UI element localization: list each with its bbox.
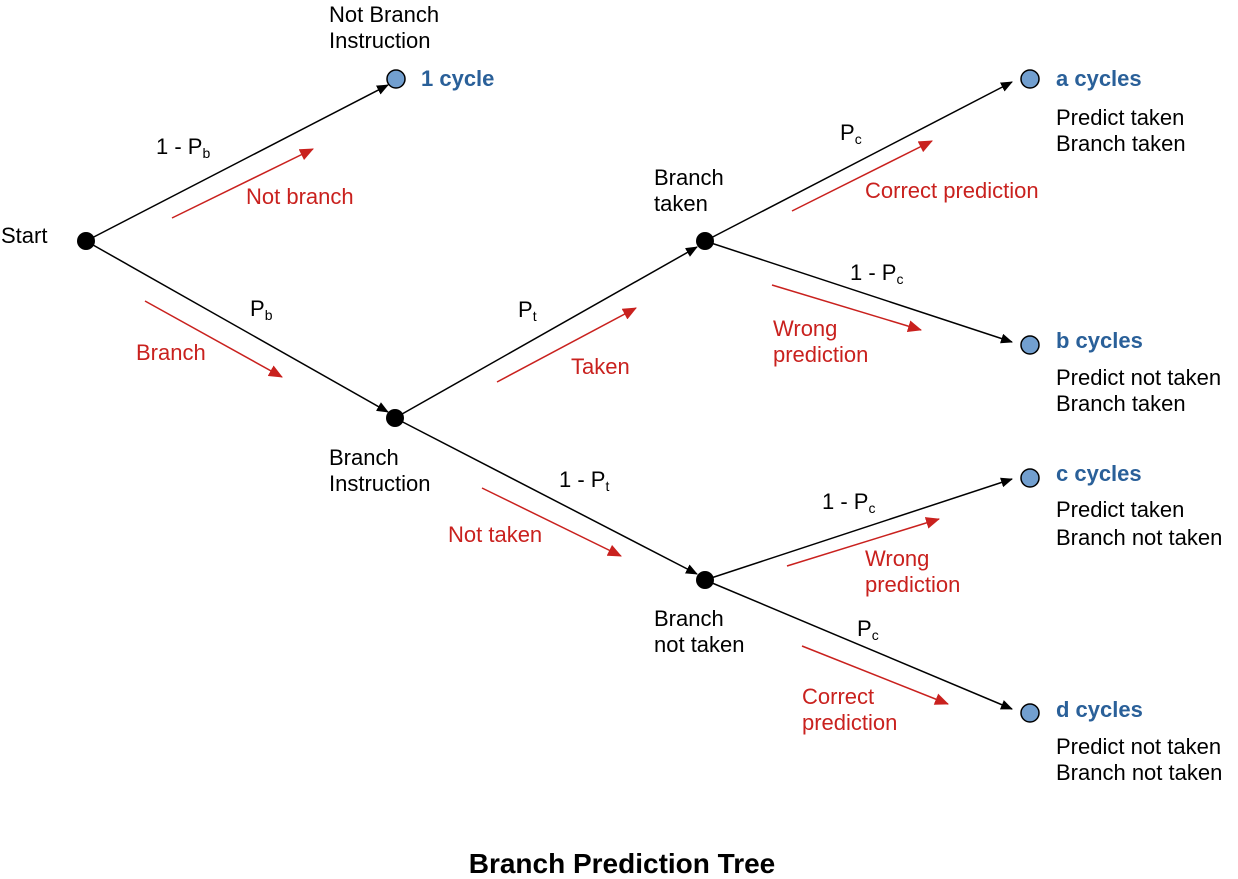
outcome-b-line2: Branch taken	[1056, 391, 1186, 416]
prob-1-minus-pc-c: 1 - Pc	[822, 489, 875, 516]
node-branch-instruction	[386, 409, 404, 427]
outcome-c-line2: Branch not taken	[1056, 525, 1222, 550]
prob-pt: Pt	[518, 297, 537, 324]
outcome-a-line2: Branch taken	[1056, 131, 1186, 156]
flow-label-not-branch: Not branch	[246, 184, 354, 209]
flow-arrow-taken	[496, 307, 637, 383]
branch-not-taken-label-line2: not taken	[654, 632, 745, 657]
edge-taken-to-b	[704, 240, 1013, 344]
leaf-a-cycles	[1020, 69, 1040, 89]
start-label: Start	[1, 223, 47, 248]
prob-1-minus-pt: 1 - Pt	[559, 467, 609, 494]
flow-label-correct-d-line2: prediction	[802, 710, 897, 735]
branch-taken-label-line2: taken	[654, 191, 708, 216]
outcome-a-line1: Predict taken	[1056, 105, 1184, 130]
edge-branch-instruction-to-taken	[394, 246, 698, 419]
leaf-d-cycles	[1020, 703, 1040, 723]
branch-not-taken-label-line1: Branch	[654, 606, 724, 631]
edge-start-to-not-branch	[85, 84, 389, 242]
flow-label-correct-prediction-a: Correct prediction	[865, 178, 1039, 203]
flow-label-correct-d-line1: Correct	[802, 684, 874, 709]
outcome-b-cycles: b cycles	[1056, 328, 1143, 353]
outcome-b-line1: Predict not taken	[1056, 365, 1221, 390]
leaf-c-cycles	[1020, 468, 1040, 488]
node-branch-not-taken	[696, 571, 714, 589]
branch-instruction-label-line1: Branch	[329, 445, 399, 470]
leaf-1-cycle	[386, 69, 406, 89]
outcome-c-line1: Predict taken	[1056, 497, 1184, 522]
prob-pc-d: Pc	[857, 616, 879, 643]
flow-arrow-correct-prediction-a	[791, 140, 933, 212]
flow-arrow-wrong-prediction-b	[771, 284, 922, 332]
prob-1-minus-pc-b: 1 - Pc	[850, 260, 903, 287]
flow-arrow-not-taken	[481, 487, 622, 557]
branch-taken-label-line1: Branch	[654, 165, 724, 190]
flow-label-wrong-b-line1: Wrong	[773, 316, 837, 341]
not-branch-label-line1: Not Branch	[329, 2, 439, 27]
node-start	[77, 232, 95, 250]
outcome-1-cycle: 1 cycle	[421, 66, 494, 91]
node-branch-taken	[696, 232, 714, 250]
edge-start-to-branch-instruction	[85, 240, 389, 413]
prob-pb: Pb	[250, 296, 273, 323]
outcome-d-line2: Branch not taken	[1056, 760, 1222, 785]
not-branch-label-line2: Instruction	[329, 28, 431, 53]
edge-taken-to-a	[704, 81, 1013, 242]
flow-arrow-branch	[144, 300, 283, 378]
branch-instruction-label-line2: Instruction	[329, 471, 431, 496]
outcome-d-line1: Predict not taken	[1056, 734, 1221, 759]
flow-arrow-correct-prediction-d	[801, 645, 949, 705]
flow-label-branch: Branch	[136, 340, 206, 365]
flow-label-not-taken: Not taken	[448, 522, 542, 547]
prob-1-minus-pb: 1 - Pb	[156, 134, 210, 161]
prob-pc-a: Pc	[840, 120, 862, 147]
flow-arrow-wrong-prediction-c	[786, 517, 940, 567]
flow-label-wrong-b-line2: prediction	[773, 342, 868, 367]
edge-branch-instruction-to-not-taken	[394, 417, 698, 575]
leaf-b-cycles	[1020, 335, 1040, 355]
diagram-title: Branch Prediction Tree	[469, 848, 776, 879]
outcome-a-cycles: a cycles	[1056, 66, 1142, 91]
edge-not-taken-to-d	[704, 579, 1013, 710]
flow-label-wrong-c-line2: prediction	[865, 572, 960, 597]
flow-arrow-not-branch	[171, 148, 314, 219]
outcome-c-cycles: c cycles	[1056, 461, 1142, 486]
flow-label-wrong-c-line1: Wrong	[865, 546, 929, 571]
outcome-d-cycles: d cycles	[1056, 697, 1143, 722]
flow-label-taken: Taken	[571, 354, 630, 379]
edge-not-taken-to-c	[704, 477, 1013, 581]
